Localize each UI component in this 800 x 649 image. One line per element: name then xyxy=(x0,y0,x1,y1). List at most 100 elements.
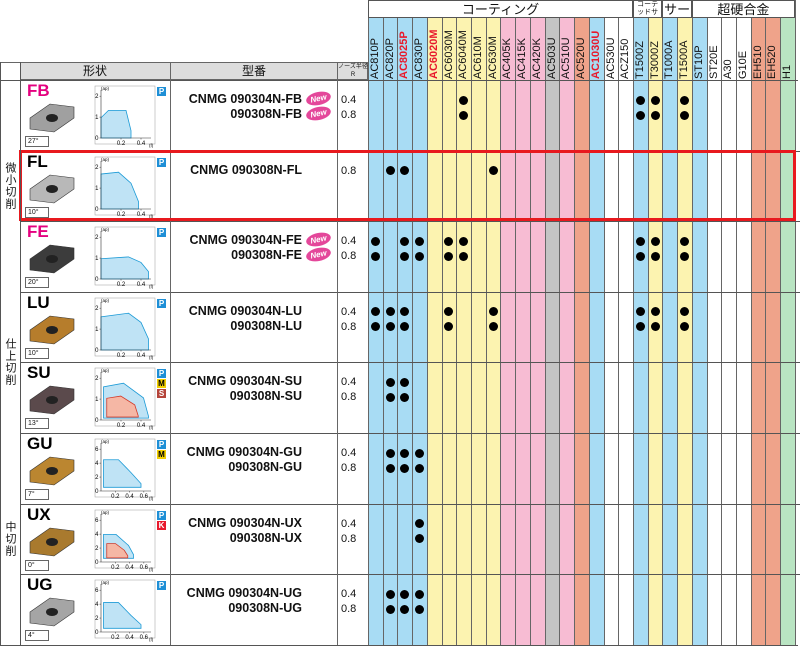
grade-column xyxy=(456,18,472,645)
header-top-line xyxy=(0,62,20,63)
model-number: CNMG 090304N-UG xyxy=(186,586,302,601)
cell-border xyxy=(337,221,338,292)
grade-name: AC503U xyxy=(545,37,558,79)
grade-dot xyxy=(635,322,645,332)
y-tick-label: 6 xyxy=(95,518,99,524)
axis-label: (f) xyxy=(149,143,154,148)
rake-angle: 0° xyxy=(25,559,49,571)
application-range-inner xyxy=(106,542,129,558)
grade-dot xyxy=(370,236,380,246)
model-number: 090308N-UG xyxy=(228,601,302,616)
insert-image xyxy=(29,597,75,627)
rake-angle: 27° xyxy=(25,136,49,147)
grade-dot xyxy=(635,110,645,120)
y-tick-label: 4 xyxy=(95,602,99,608)
grade-name: T1500Z xyxy=(633,41,646,79)
nose-radius: 0.4 xyxy=(341,305,357,318)
grade-dot xyxy=(385,448,395,458)
y-tick-label: 2 xyxy=(95,546,99,552)
rake-angle: 20° xyxy=(25,277,49,289)
grade-name: G10E xyxy=(737,50,749,79)
grade-dot xyxy=(488,166,498,176)
model-number: CNMG 090304N-FE xyxy=(189,233,302,248)
model-number: CNMG 090304N-LU xyxy=(188,303,302,318)
grade-dot xyxy=(385,589,395,599)
grade-dot xyxy=(679,251,689,261)
grade-name: AC530U xyxy=(604,37,617,79)
material-badge: P xyxy=(157,298,166,308)
grade-column xyxy=(515,18,530,645)
grade-name: AC520U xyxy=(575,37,588,79)
chipbreaker-graph: (ap) (f) 0 1 2 0.2 0.4 xyxy=(94,297,156,360)
axis-label: (f) xyxy=(149,425,154,430)
axis-label: (ap) xyxy=(101,368,110,373)
section-label: 仕上切削 xyxy=(1,292,19,433)
left-border xyxy=(0,62,1,645)
grade-dot xyxy=(400,322,410,332)
grade-dot xyxy=(385,166,395,176)
y-tick-label: 2 xyxy=(95,475,99,481)
chipbreaker-graph: (ap) (f) 0 2 4 6 0.2 0.4 0.6 xyxy=(94,579,156,642)
grade-dot xyxy=(635,236,645,246)
grade-column xyxy=(632,18,648,645)
x-tick-label: 0.6 xyxy=(140,635,149,641)
nose-radius: 0.8 xyxy=(341,109,357,121)
grade-column xyxy=(397,18,413,645)
new-badge: New xyxy=(304,104,333,123)
y-tick-label: 0 xyxy=(95,489,99,495)
x-tick-label: 0.4 xyxy=(125,494,134,500)
grade-dot xyxy=(650,307,660,317)
header-model: 型番 xyxy=(170,62,337,80)
header-shape: 形状 xyxy=(82,64,107,78)
new-badge: New xyxy=(304,245,333,264)
grade-dot xyxy=(400,392,410,402)
grade-name: A30 xyxy=(722,59,735,79)
cell-border xyxy=(170,150,171,222)
chipbreaker-name: FE xyxy=(27,222,49,242)
grade-dot xyxy=(415,519,425,529)
grade-name: ACZ150 xyxy=(619,38,632,79)
grade-dot xyxy=(400,166,410,176)
insert-hole xyxy=(46,325,58,334)
chipbreaker-graph: (ap) (f) 0 1 2 0.2 0.4 xyxy=(94,85,156,148)
insert-image xyxy=(29,174,75,203)
grade-name: EH510 xyxy=(751,45,764,79)
y-tick-label: 2 xyxy=(95,616,99,622)
y-tick-label: 0 xyxy=(95,207,99,213)
grade-name: H1 xyxy=(781,64,794,79)
grade-name: AC810P xyxy=(369,38,381,79)
grade-name: AC8025P xyxy=(398,31,411,79)
axis-label: (ap) xyxy=(101,439,110,444)
nose-radius: 0.4 xyxy=(341,447,357,459)
y-tick-label: 6 xyxy=(95,588,99,594)
cell-border xyxy=(170,433,171,504)
nose-radius: 0.8 xyxy=(341,391,357,404)
nose-radius: 0.8 xyxy=(341,532,357,545)
y-tick-label: 0 xyxy=(95,136,99,142)
application-range-inner xyxy=(106,396,139,418)
y-tick-label: 2 xyxy=(95,306,99,312)
grade-name: AC610M xyxy=(472,36,485,79)
chipbreaker-graph: (ap) (f) 0 1 2 0.2 0.4 xyxy=(94,156,156,219)
y-tick-label: 1 xyxy=(95,115,99,121)
grade-column xyxy=(750,18,766,645)
row-line xyxy=(20,503,800,505)
cell-border xyxy=(337,362,338,433)
grade-dot xyxy=(444,322,454,332)
x-tick-label: 0.4 xyxy=(137,212,146,218)
grade-dot xyxy=(650,236,660,246)
grade-dot xyxy=(400,589,410,599)
x-tick-label: 0.2 xyxy=(117,141,126,147)
grade-dot xyxy=(679,95,689,105)
y-tick-label: 0 xyxy=(95,418,99,424)
grade-column xyxy=(426,18,442,645)
grade-dot xyxy=(400,307,410,317)
section-label: 中切削 xyxy=(1,433,19,645)
material-badge: M xyxy=(157,379,166,389)
grade-dot xyxy=(415,251,425,261)
grade-name: T1000A xyxy=(663,40,676,79)
chipbreaker-name: SU xyxy=(27,363,51,383)
x-tick-label: 0.6 xyxy=(140,494,149,500)
grade-name: ST10P xyxy=(692,45,705,79)
rake-angle: 10° xyxy=(25,206,49,218)
